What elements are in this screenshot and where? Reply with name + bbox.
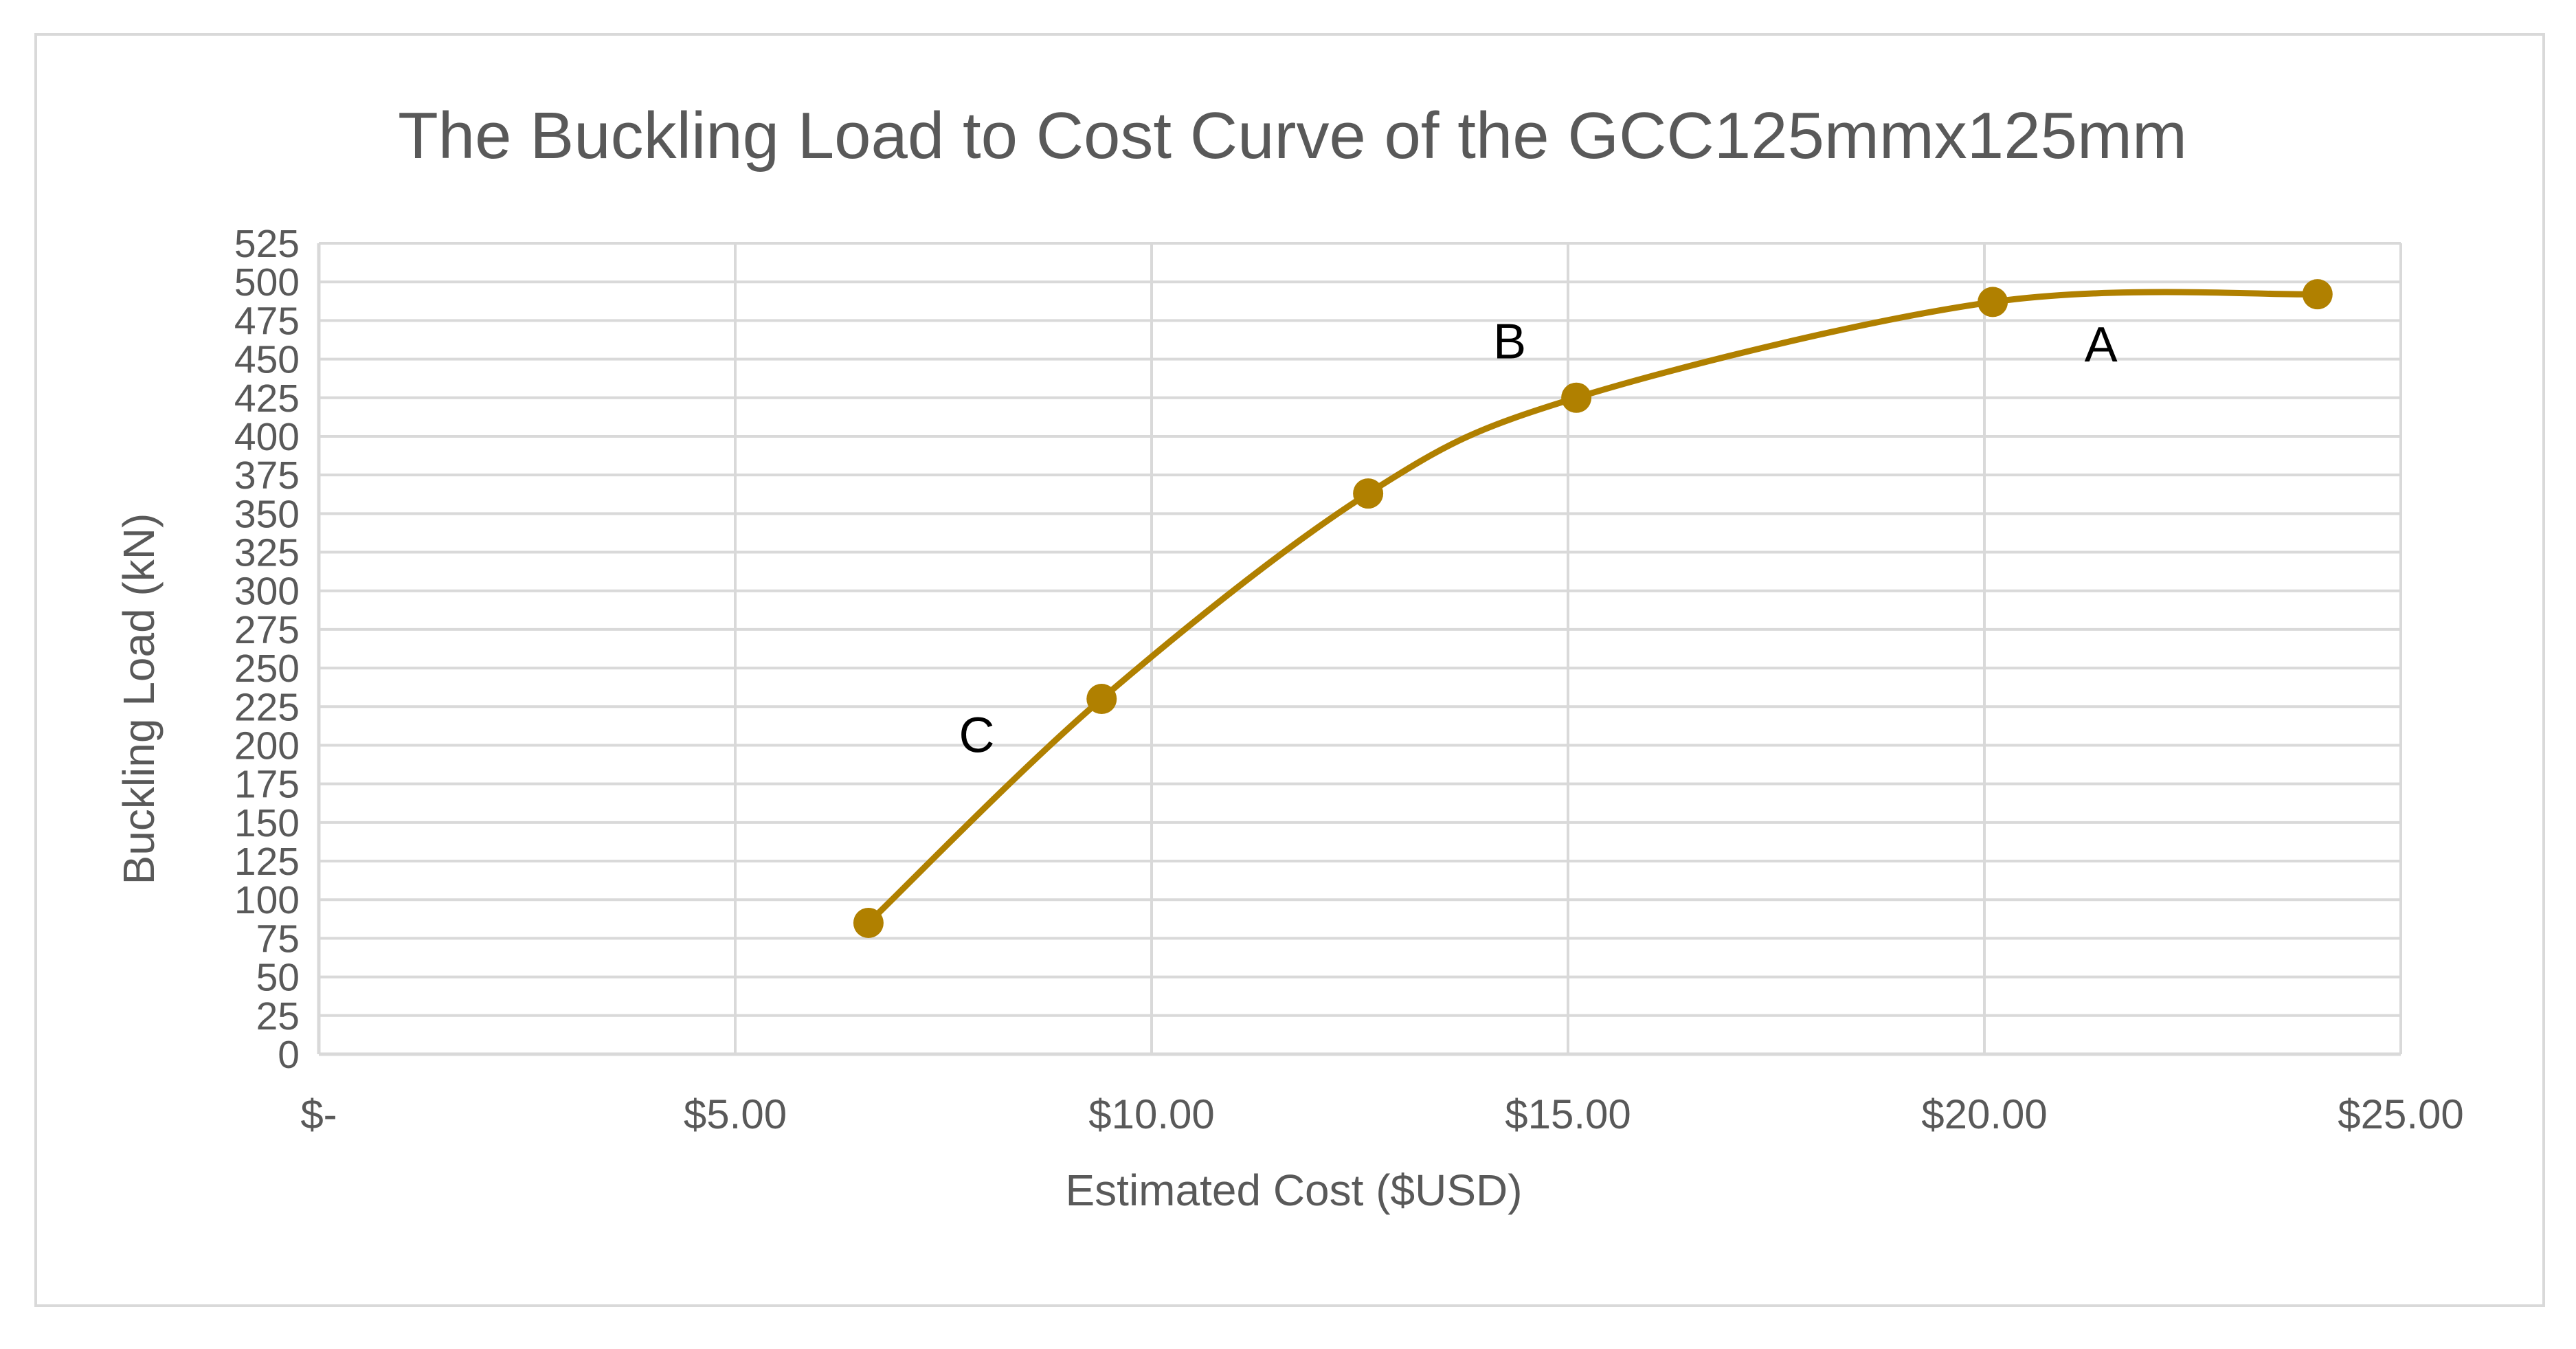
x-tick-label: $10.00 (1088, 1091, 1215, 1137)
data-point (1086, 684, 1117, 715)
axes (317, 243, 2401, 1056)
x-tick-label: $25.00 (2338, 1091, 2464, 1137)
data-point (1561, 382, 1592, 413)
y-tick-label: 150 (234, 801, 300, 845)
data-series (853, 279, 2333, 938)
chart-frame: The Buckling Load to Cost Curve of the G… (34, 33, 2545, 1307)
series-line (865, 289, 2321, 926)
buckling-load-chart: The Buckling Load to Cost Curve of the G… (114, 99, 2464, 1215)
data-point (2302, 279, 2333, 310)
y-tick-label: 125 (234, 840, 300, 884)
annotation-label: A (2085, 317, 2118, 372)
y-tick-label: 525 (234, 222, 300, 266)
y-tick-label: 450 (234, 338, 300, 382)
annotation-label: C (959, 709, 994, 763)
y-tick-label: 200 (234, 724, 300, 768)
y-tick-label: 75 (256, 917, 300, 961)
x-axis-label: Estimated Cost ($USD) (1065, 1166, 1522, 1215)
data-point (853, 907, 884, 938)
annotations: A B C (959, 315, 2117, 763)
x-tick-label: $- (300, 1091, 337, 1137)
x-tick-label: $15.00 (1505, 1091, 1631, 1137)
y-axis-ticks: 0255075100125150175200225250275300325350… (234, 222, 300, 1077)
data-point (1978, 287, 2008, 317)
y-tick-label: 350 (234, 492, 300, 536)
grid-lines (319, 242, 2402, 1054)
x-tick-label: $20.00 (1921, 1091, 2048, 1137)
y-tick-label: 0 (278, 1033, 300, 1077)
y-tick-label: 375 (234, 454, 300, 498)
x-axis-ticks: $- $5.00 $10.00 $15.00 $20.00 $25.00 (300, 1091, 2463, 1137)
data-point (1353, 478, 1384, 509)
y-tick-label: 275 (234, 608, 300, 652)
x-tick-label: $5.00 (684, 1091, 787, 1137)
y-tick-label: 475 (234, 299, 300, 343)
y-axis-label: Buckling Load (kN) (114, 513, 164, 885)
y-tick-label: 50 (256, 956, 300, 1000)
chart-title: The Buckling Load to Cost Curve of the G… (398, 99, 2187, 172)
y-tick-label: 100 (234, 878, 300, 922)
y-tick-label: 175 (234, 763, 300, 807)
y-tick-label: 25 (256, 994, 300, 1038)
y-tick-label: 500 (234, 260, 300, 304)
y-tick-label: 425 (234, 377, 300, 421)
y-tick-label: 400 (234, 415, 300, 459)
y-tick-label: 325 (234, 531, 300, 575)
y-tick-label: 225 (234, 685, 300, 729)
annotation-label: B (1493, 315, 1526, 370)
y-tick-label: 300 (234, 570, 300, 614)
y-tick-label: 250 (234, 647, 300, 691)
